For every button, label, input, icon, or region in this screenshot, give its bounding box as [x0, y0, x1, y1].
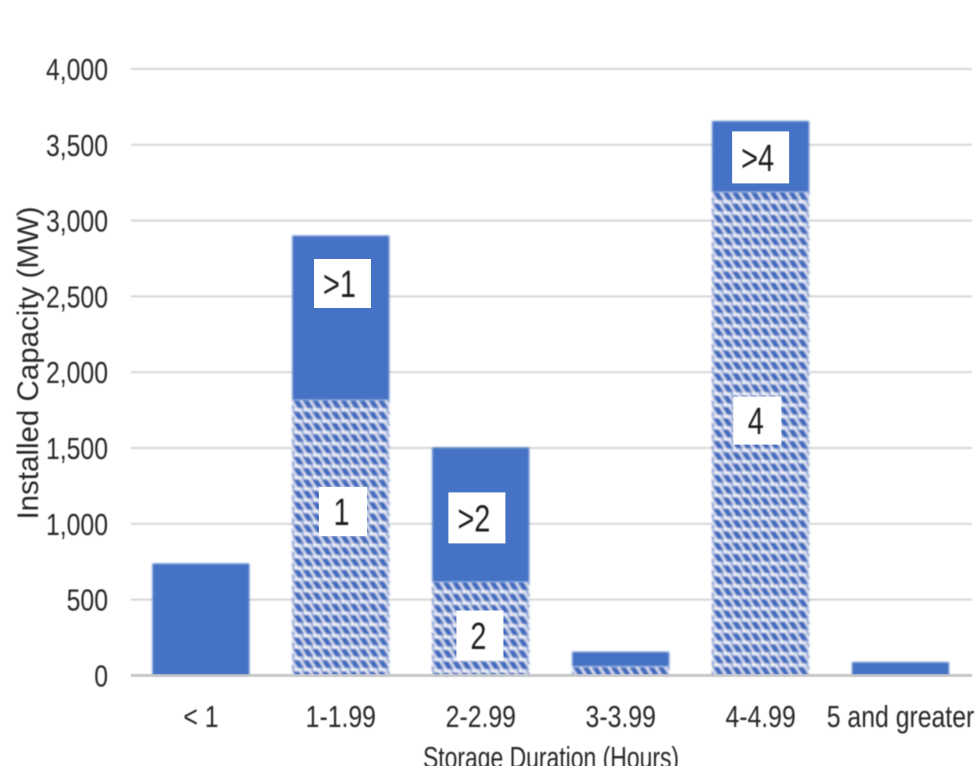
svg-text:1-1.99: 1-1.99: [306, 699, 376, 733]
svg-text:5 and greater: 5 and greater: [827, 699, 974, 733]
svg-text:< 1: < 1: [183, 699, 218, 733]
svg-text:2,000: 2,000: [46, 356, 108, 390]
svg-text:Storage Duration (Hours): Storage Duration (Hours): [423, 740, 679, 766]
svg-text:1,500: 1,500: [46, 431, 108, 465]
svg-text:1,000: 1,000: [46, 507, 108, 541]
svg-text:Installed Capacity (MW): Installed Capacity (MW): [12, 206, 45, 519]
svg-text:4,000: 4,000: [46, 52, 108, 86]
svg-text:2: 2: [470, 615, 486, 658]
svg-text:3,500: 3,500: [46, 128, 108, 162]
svg-text:2,500: 2,500: [46, 280, 108, 314]
svg-text:2-2.99: 2-2.99: [446, 699, 516, 733]
svg-text:4-4.99: 4-4.99: [725, 699, 795, 733]
svg-text:>1: >1: [323, 263, 356, 306]
svg-text:3,000: 3,000: [46, 204, 108, 238]
svg-text:3-3.99: 3-3.99: [586, 699, 656, 733]
svg-text:0: 0: [94, 659, 108, 693]
svg-text:4: 4: [748, 400, 764, 443]
svg-text:>4: >4: [741, 137, 774, 180]
svg-text:500: 500: [67, 583, 108, 617]
svg-text:>2: >2: [457, 498, 490, 541]
svg-text:1: 1: [333, 491, 349, 534]
